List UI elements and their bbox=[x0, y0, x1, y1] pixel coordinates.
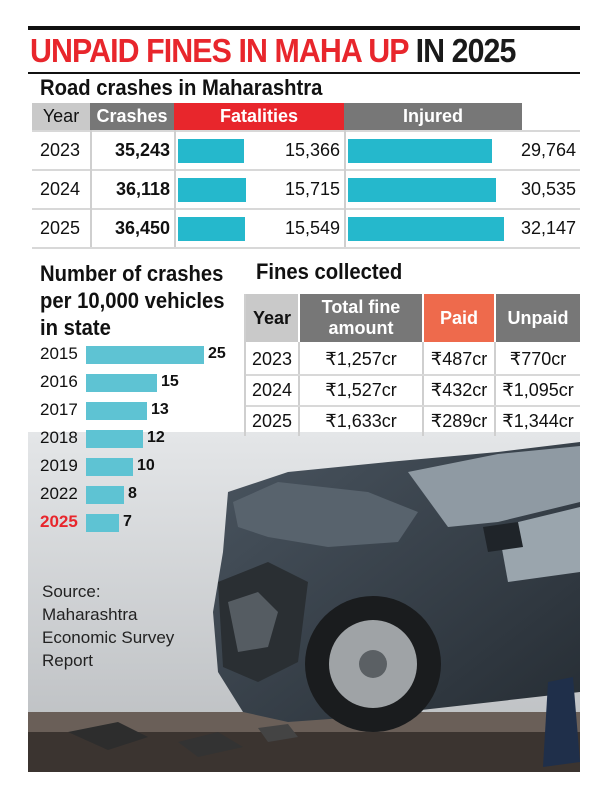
road-crashes-title: Road crashes in Maharashtra bbox=[40, 75, 323, 100]
fines-unpaid: ₹770cr bbox=[509, 349, 567, 369]
crash-rate-year: 2022 bbox=[40, 484, 78, 503]
fines-title: Fines collected bbox=[256, 259, 403, 284]
injured-value: 29,764 bbox=[520, 140, 576, 160]
crash-rate-bar bbox=[86, 430, 143, 448]
fines-year: 2025 bbox=[251, 411, 293, 431]
source-line: Maharashtra bbox=[42, 605, 138, 624]
crash-rate-value: 7 bbox=[123, 513, 132, 530]
table-divider bbox=[174, 130, 176, 247]
crash-rate-value: 8 bbox=[128, 485, 137, 502]
fines-divider bbox=[244, 294, 246, 436]
crash-rate-bar bbox=[86, 514, 119, 532]
crash-rate-bar bbox=[86, 486, 124, 504]
headline: UNPAID FINES IN MAHA UP IN 2025 bbox=[30, 32, 517, 70]
crash-rate-year: 2018 bbox=[40, 428, 78, 447]
table-divider bbox=[344, 130, 346, 247]
title-line: per 10,000 vehicles bbox=[40, 288, 225, 313]
crash-count: 36,450 bbox=[114, 218, 170, 238]
table-line bbox=[32, 208, 580, 210]
crash-rate-value: 10 bbox=[137, 457, 155, 474]
crash-count: 36,118 bbox=[115, 179, 170, 199]
crash-rate-year: 2025 bbox=[40, 512, 78, 531]
fines-total: ₹1,257cr bbox=[325, 349, 397, 369]
crashes-per-vehicles-title: Number of crashes per 10,000 vehicles in… bbox=[40, 260, 225, 341]
injured-value: 30,535 bbox=[520, 179, 576, 199]
fatalities-value: 15,715 bbox=[284, 179, 340, 199]
fines-line bbox=[246, 374, 580, 376]
headline-rule bbox=[28, 72, 580, 74]
fatalities-value: 15,366 bbox=[284, 140, 340, 160]
source-line: Source: bbox=[42, 582, 101, 601]
crash-rate-year: 2015 bbox=[40, 344, 78, 363]
crash-rate-bar bbox=[86, 346, 204, 364]
headline-part1: UNPAID FINES IN MAHA UP bbox=[30, 32, 409, 69]
fines-year: 2024 bbox=[251, 380, 293, 400]
crash-rate-year: 2019 bbox=[40, 456, 78, 475]
crash-rate-value: 13 bbox=[151, 401, 169, 418]
fines-unpaid: ₹1,344cr bbox=[502, 411, 574, 431]
crash-rate-bar bbox=[86, 374, 157, 392]
fines-paid: ₹487cr bbox=[430, 349, 488, 369]
table-line bbox=[32, 169, 580, 171]
fines-unpaid: ₹1,095cr bbox=[502, 380, 574, 400]
fines-header-total-line: amount bbox=[328, 318, 394, 338]
crash-count: 35,243 bbox=[114, 140, 170, 160]
fines-total: ₹1,633cr bbox=[325, 411, 397, 431]
fines-paid: ₹432cr bbox=[430, 380, 488, 400]
fines-header-year: Year bbox=[246, 294, 298, 342]
crash-rate-value: 25 bbox=[208, 345, 226, 362]
fatalities-bar bbox=[178, 139, 244, 163]
crashed-car-image bbox=[28, 432, 580, 772]
crash-rate-bar bbox=[86, 458, 133, 476]
fines-paid: ₹289cr bbox=[430, 411, 488, 431]
fatalities-value: 15,549 bbox=[284, 218, 340, 238]
injured-bar bbox=[348, 217, 504, 241]
fatalities-bar bbox=[178, 217, 245, 241]
source-line: Report bbox=[42, 651, 94, 670]
table-divider bbox=[90, 130, 92, 247]
table-line bbox=[32, 247, 580, 249]
crash-rate-year: 2017 bbox=[40, 400, 78, 419]
crash-rate-bar bbox=[86, 402, 147, 420]
source-line: Economic Survey bbox=[42, 628, 175, 647]
header-crashes: Crashes bbox=[90, 103, 174, 130]
injured-bar bbox=[348, 178, 496, 202]
injured-value: 32,147 bbox=[520, 218, 576, 238]
header-fatalities: Fatalities bbox=[174, 103, 344, 130]
fatalities-bar bbox=[178, 178, 246, 202]
top-rule bbox=[28, 26, 580, 30]
fines-header-total: Total fine amount bbox=[300, 294, 422, 342]
fines-header-total-line: Total fine bbox=[321, 297, 401, 317]
title-line: in state bbox=[40, 315, 111, 340]
crash-year: 2025 bbox=[40, 218, 81, 238]
infographic: UNPAID FINES IN MAHA UP IN 2025 Road cra… bbox=[28, 26, 580, 772]
injured-bar bbox=[348, 139, 492, 163]
crash-year: 2023 bbox=[40, 140, 81, 160]
crash-year: 2024 bbox=[40, 179, 81, 199]
crash-rate-value: 12 bbox=[147, 429, 165, 446]
header-injured: Injured bbox=[344, 103, 522, 130]
headline-part2: IN 2025 bbox=[415, 32, 517, 69]
fines-total: ₹1,527cr bbox=[325, 380, 397, 400]
fines-divider bbox=[422, 342, 424, 436]
crash-rate-year: 2016 bbox=[40, 372, 78, 391]
fines-year: 2023 bbox=[251, 349, 293, 369]
fines-divider bbox=[494, 342, 496, 436]
fines-header-unpaid: Unpaid bbox=[496, 294, 580, 342]
crash-rate-value: 15 bbox=[161, 373, 179, 390]
header-year: Year bbox=[32, 103, 90, 130]
source-note: Source: Maharashtra Economic Survey Repo… bbox=[42, 580, 174, 672]
fines-divider bbox=[298, 342, 300, 436]
fines-header-paid: Paid bbox=[424, 294, 494, 342]
title-line: Number of crashes bbox=[40, 261, 224, 286]
table-line bbox=[32, 130, 580, 132]
fines-line bbox=[246, 405, 580, 407]
